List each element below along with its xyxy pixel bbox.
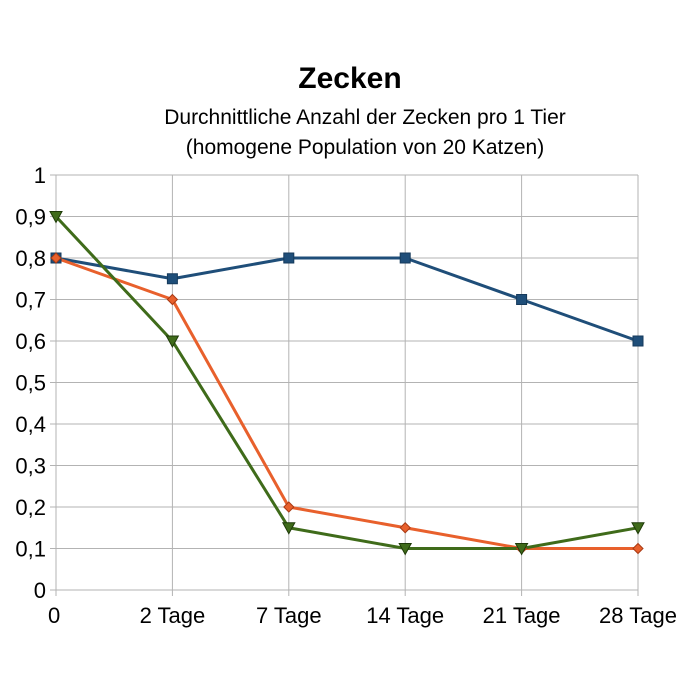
y-tick-label-0: 0 [34, 578, 46, 603]
y-tick-label-8: 0,8 [15, 246, 46, 271]
y-tick-label-10: 1 [34, 163, 46, 188]
series-2-point-4 [514, 543, 529, 556]
y-tick-label-5: 0,5 [15, 371, 46, 396]
y-tick-label-6: 0,6 [15, 329, 46, 354]
series-lines [54, 215, 639, 550]
series-0-point-4 [516, 294, 528, 305]
series-2-point-5 [631, 522, 645, 535]
series-1-line [55, 256, 638, 550]
series-0-point-1 [166, 273, 178, 285]
series-1-point-2 [283, 501, 295, 513]
series-markers [49, 211, 645, 556]
series-2-point-3 [398, 543, 413, 556]
y-tick-label-1: 0,1 [15, 537, 46, 562]
axes [50, 174, 639, 596]
series-2-line [54, 215, 639, 550]
series-2-point-0 [49, 211, 63, 224]
series-0-point-5 [632, 335, 644, 347]
x-axis-tick-labels: 0 2 Tage 7 Tage 14 Tage 21 Tage 28 Tage [48, 603, 677, 628]
x-tick-label-3: 14 Tage [366, 603, 444, 628]
y-tick-label-4: 0,4 [15, 412, 46, 437]
series-0-point-2 [283, 252, 295, 264]
grid-lines [55, 174, 639, 591]
chart-title: Zecken [298, 62, 402, 95]
series-1-point-0 [50, 252, 62, 264]
x-tick-label-2: 7 Tage [256, 603, 322, 628]
y-tick-label-2: 0,2 [15, 495, 46, 520]
chart-subtitle-line-1: Durchnittliche Anzahl der Zecken pro 1 T… [164, 106, 566, 129]
series-1-point-5 [632, 542, 644, 555]
series-0-line [55, 256, 639, 343]
x-tick-label-0: 0 [48, 603, 60, 628]
series-1-point-1 [166, 293, 179, 306]
y-tick-label-9: 0,9 [15, 205, 46, 230]
series-0-point-3 [399, 252, 411, 264]
chart-subtitle-line-2: (homogene Population von 20 Katzen) [185, 136, 545, 159]
x-tick-label-4: 21 Tage [483, 603, 561, 628]
x-tick-label-1: 2 Tage [140, 603, 206, 628]
series-2-point-2 [281, 522, 296, 535]
y-tick-label-7: 0,7 [15, 288, 46, 313]
series-1-point-3 [399, 522, 411, 534]
series-2-point-1 [165, 335, 180, 349]
y-tick-label-3: 0,3 [15, 454, 46, 479]
y-axis-tick-labels: 0 0,1 0,2 0,3 0,4 0,5 0,6 0,7 0,8 0,9 1 [15, 163, 46, 603]
x-tick-label-5: 28 Tage [599, 603, 677, 628]
